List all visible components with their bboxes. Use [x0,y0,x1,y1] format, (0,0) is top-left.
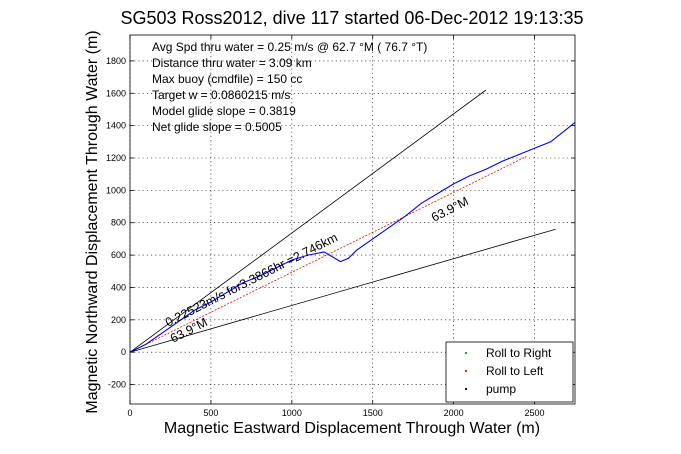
legend-label-roll-right: Roll to Right [486,346,552,360]
chart-title: SG503 Ross2012, dive 117 started 06-Dec-… [121,8,584,28]
x-axis-label: Magnetic Eastward Displacement Through W… [164,420,540,437]
y-tick-label: 1600 [106,88,126,98]
series-glide-lower [129,228,556,353]
y-tick-label: 800 [111,218,126,228]
y-tick-label: 1800 [106,56,126,66]
y-axis-label: Magnetic Northward Displacement Through … [84,30,101,413]
legend-label-pump: pump [486,382,516,396]
x-tick-label: 1000 [282,408,302,418]
x-tick-label: 2000 [444,408,464,418]
info-line: Avg Spd thru water = 0.25 m/s @ 62.7 °M … [152,40,427,54]
legend-marker-pump [464,387,468,391]
info-line: Net glide slope = 0.5005 [152,120,282,134]
y-tick-label: -200 [108,380,126,390]
y-tick-label: 200 [111,315,126,325]
x-tick-label: 0 [127,408,132,418]
x-tick-label: 1500 [363,408,383,418]
y-tick-label: 1400 [106,121,126,131]
legend-marker-roll-left [464,369,468,373]
series-layer [129,89,576,353]
x-tick-label: 2500 [525,408,545,418]
y-tick-label: 0 [121,347,126,357]
legend-label-roll-left: Roll to Left [486,364,544,378]
info-line: Max buoy (cmdfile) = 150 cc [152,72,302,86]
plot-frame [129,34,576,405]
info-line: Target w = 0.0860215 m/s [152,88,290,102]
y-tick-label: 1000 [106,185,126,195]
x-tick-label: 500 [203,408,218,418]
legend-marker-roll-right [464,351,468,355]
info-line: Distance thru water = 3.09 km [152,56,312,70]
y-tick-label: 600 [111,250,126,260]
legend-box [445,341,574,403]
y-tick-label: 400 [111,282,126,292]
series-glide-upper [129,89,487,353]
legend: Roll to Right Roll to Left pump [445,341,574,403]
info-line: Model glide slope = 0.3819 [152,104,296,118]
series-track [129,121,576,353]
info-box: Avg Spd thru water = 0.25 m/s @ 62.7 °M … [152,40,427,134]
y-tick-label: 1200 [106,153,126,163]
